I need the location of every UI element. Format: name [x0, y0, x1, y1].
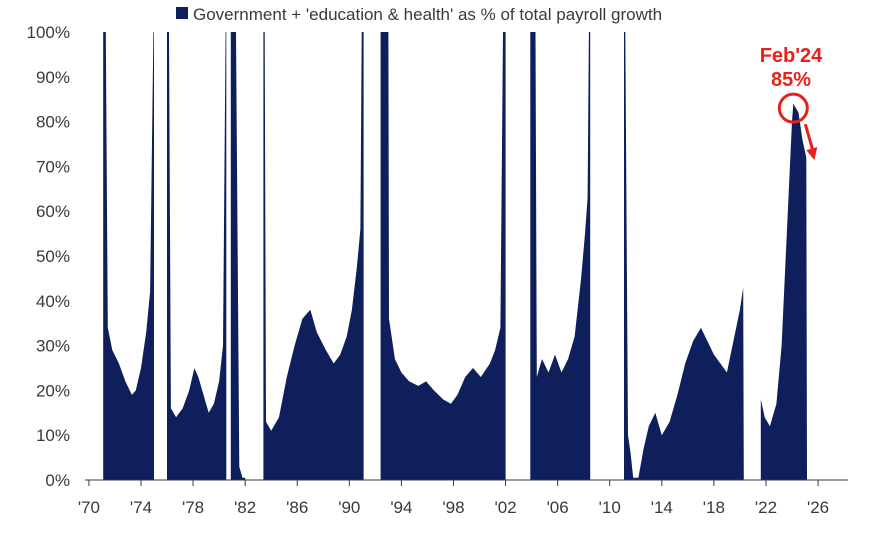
x-tick-label: '18 [703, 498, 725, 517]
series-area-segment [263, 32, 364, 480]
y-tick-label: 30% [36, 337, 70, 356]
series-area-segment [380, 32, 506, 480]
x-tick-label: '98 [442, 498, 464, 517]
y-tick-label: 0% [45, 471, 70, 490]
annotation-value: 85% [771, 69, 811, 91]
x-tick-label: '02 [494, 498, 516, 517]
series-area-segment [760, 103, 807, 480]
y-tick-label: 40% [36, 292, 70, 311]
y-tick-label: 60% [36, 202, 70, 221]
x-tick-label: '06 [547, 498, 569, 517]
annotation-down-arrow-icon [803, 123, 815, 153]
y-tick-label: 10% [36, 426, 70, 445]
y-tick-label: 80% [36, 113, 70, 132]
series-area-segment [103, 32, 154, 480]
x-tick-label: '26 [807, 498, 829, 517]
x-tick-label: '70 [78, 498, 100, 517]
series-area-segment [624, 32, 744, 480]
x-tick-label: '14 [651, 498, 673, 517]
annotation-circle [777, 92, 809, 124]
y-tick-label: 90% [36, 68, 70, 87]
legend: Government + 'education & health' as % o… [176, 5, 662, 24]
annotation-date: Feb'24 [760, 45, 823, 67]
series-area-segment [530, 32, 591, 480]
x-tick-label: '82 [234, 498, 256, 517]
series-area [103, 32, 807, 480]
y-tick-label: 70% [36, 157, 70, 176]
annotation-arrowhead-icon [806, 147, 818, 161]
series-area-segment [167, 32, 227, 480]
x-axis-ticks: '70 '74 '78 '82 '86 '90 '94 '98 '02 '06 '10 '14 '18 '… [78, 480, 829, 517]
series-area-segment [230, 32, 246, 480]
y-tick-label: 100% [27, 23, 70, 42]
x-tick-label: '10 [599, 498, 621, 517]
x-tick-label: '74 [130, 498, 152, 517]
y-axis-ticks: 0% 10% 20% 30% 40% 50% 60% 70% 80% 90% 100% [27, 23, 70, 490]
legend-swatch [176, 7, 188, 19]
legend-label: Government + 'education & health' as % o… [193, 5, 662, 24]
x-tick-label: '86 [286, 498, 308, 517]
x-tick-label: '22 [755, 498, 777, 517]
x-tick-label: '78 [182, 498, 204, 517]
x-tick-label: '94 [390, 498, 412, 517]
y-tick-label: 20% [36, 381, 70, 400]
x-tick-label: '90 [338, 498, 360, 517]
y-tick-label: 50% [36, 247, 70, 266]
annotation: Feb'24 85% [760, 45, 823, 161]
